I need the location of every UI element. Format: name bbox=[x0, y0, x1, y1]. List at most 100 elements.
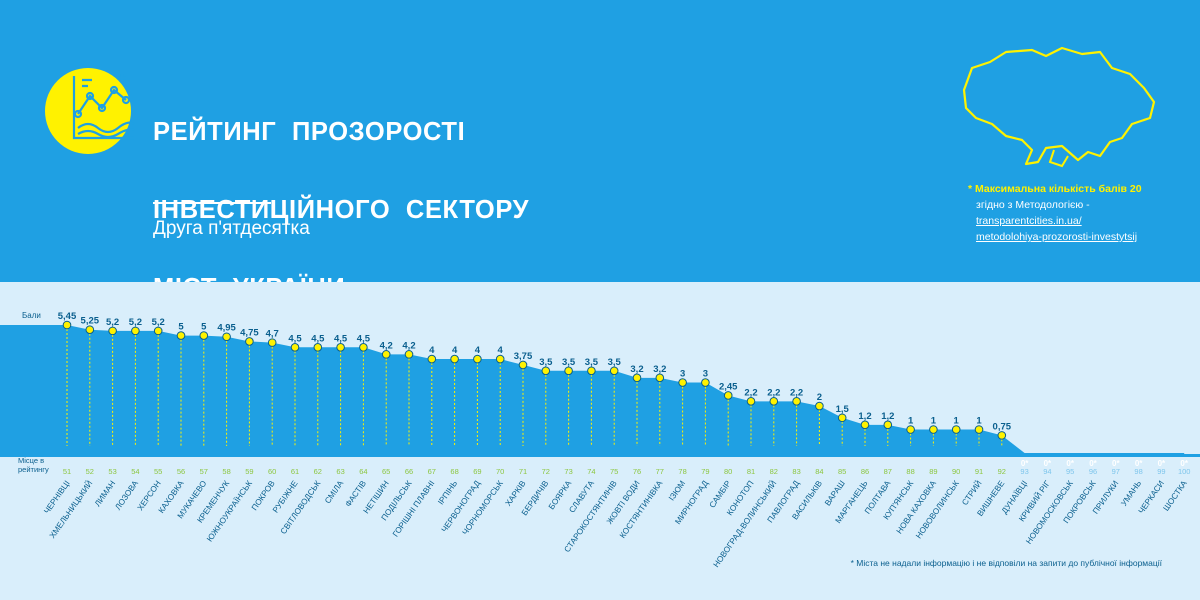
score-point bbox=[108, 326, 117, 336]
rank-label: 76 bbox=[633, 467, 641, 476]
rank-label: 54 bbox=[131, 467, 139, 476]
score-label: 4 bbox=[498, 345, 504, 356]
rank-label: 88 bbox=[906, 467, 914, 476]
score-label: 3,2 bbox=[630, 364, 643, 375]
score-label: 2,2 bbox=[790, 387, 803, 398]
rank-label: 73 bbox=[564, 467, 572, 476]
methodology-link-2[interactable]: metodolohiya-prozorosti-investytsij bbox=[976, 231, 1138, 243]
city-label: СМІЛА bbox=[323, 479, 345, 506]
rank-label: 97 bbox=[1112, 467, 1120, 476]
score-label: 3,2 bbox=[653, 364, 666, 375]
score-point bbox=[746, 397, 756, 406]
city-label: ЧОРНОМОРСЬК bbox=[461, 479, 505, 537]
rank-label: 75 bbox=[610, 467, 618, 476]
score-point bbox=[632, 373, 642, 383]
methodology-link-1[interactable]: transparentcities.in.ua/ bbox=[976, 215, 1082, 227]
city-label: ШОСТКА bbox=[1162, 479, 1190, 513]
rank-label: 70 bbox=[496, 467, 504, 476]
note-max-score: * Максимальна кількість балів 20 bbox=[968, 183, 1142, 195]
score-label: 2,2 bbox=[767, 387, 780, 398]
header-panel: РЕЙТИНГ ПРОЗОРОСТІ ІНВЕСТИЦІЙНОГО СЕКТОР… bbox=[0, 0, 1200, 302]
x-axis-label-line2: рейтингу bbox=[18, 465, 49, 474]
rank-label: 60 bbox=[268, 467, 276, 476]
rank-label: 95 bbox=[1066, 467, 1074, 476]
city-label: ІЗЮМ bbox=[667, 479, 687, 503]
score-point bbox=[929, 425, 938, 434]
rank-label: 59 bbox=[245, 467, 253, 476]
score-label: 4,5 bbox=[311, 333, 325, 344]
score-point bbox=[495, 354, 505, 364]
rank-label: 92 bbox=[998, 467, 1006, 476]
rank-label: 62 bbox=[314, 467, 322, 476]
rank-label: 74 bbox=[587, 467, 595, 476]
score-point bbox=[997, 431, 1007, 440]
score-label: 5,2 bbox=[106, 317, 119, 328]
score-point bbox=[883, 420, 893, 430]
score-point bbox=[359, 343, 368, 352]
score-label: 1,2 bbox=[881, 411, 894, 422]
score-label: 0* bbox=[1066, 459, 1074, 468]
score-point bbox=[792, 397, 801, 406]
city-label: НОВОВОЛИНСЬК bbox=[914, 479, 961, 540]
score-label: 5,25 bbox=[81, 316, 100, 327]
rank-label: 100 bbox=[1178, 467, 1191, 476]
score-label: 0* bbox=[1135, 459, 1143, 468]
score-point bbox=[769, 397, 779, 406]
rank-label: 71 bbox=[519, 467, 527, 476]
rank-label: 53 bbox=[108, 467, 116, 476]
score-point bbox=[199, 331, 209, 340]
rank-label: 61 bbox=[291, 467, 299, 476]
rank-label: 66 bbox=[405, 467, 413, 476]
score-point bbox=[587, 366, 596, 376]
score-point bbox=[427, 354, 437, 364]
score-label: 2 bbox=[817, 392, 822, 403]
rank-label: 85 bbox=[838, 467, 846, 476]
rank-label: 90 bbox=[952, 467, 960, 476]
score-point bbox=[609, 366, 619, 376]
rank-label: 89 bbox=[929, 467, 937, 476]
score-point bbox=[678, 378, 687, 387]
x-axis-bar bbox=[0, 454, 1200, 457]
rank-label: 63 bbox=[336, 467, 344, 476]
score-label: 3,5 bbox=[539, 357, 553, 368]
score-point bbox=[450, 354, 459, 364]
score-point bbox=[723, 391, 733, 400]
score-label: 3,75 bbox=[514, 351, 533, 362]
city-label: УМАНЬ bbox=[1119, 479, 1143, 508]
rank-label: 83 bbox=[792, 467, 800, 476]
score-point bbox=[518, 360, 528, 370]
score-point bbox=[222, 332, 231, 342]
score-label: 4 bbox=[452, 345, 458, 356]
rank-label: 52 bbox=[86, 467, 94, 476]
rank-label: 77 bbox=[656, 467, 664, 476]
score-label: 4 bbox=[429, 345, 435, 356]
score-label: 4,5 bbox=[357, 333, 371, 344]
rank-label: 58 bbox=[222, 467, 230, 476]
score-label: 5,45 bbox=[58, 311, 77, 322]
footnote: * Міста не надали інформацію і не відпов… bbox=[850, 558, 1162, 568]
score-point bbox=[701, 378, 710, 387]
rank-label: 84 bbox=[815, 467, 823, 476]
rank-label: 78 bbox=[678, 467, 686, 476]
rank-label: 57 bbox=[200, 467, 208, 476]
rank-label: 86 bbox=[861, 467, 869, 476]
score-point bbox=[245, 337, 254, 346]
title-divider bbox=[153, 202, 271, 204]
score-label: 2,45 bbox=[719, 381, 738, 392]
logo-circle bbox=[45, 68, 131, 154]
score-point bbox=[267, 338, 277, 347]
rank-label: 55 bbox=[154, 467, 162, 476]
score-label: 5 bbox=[178, 322, 184, 333]
rank-label: 98 bbox=[1134, 467, 1142, 476]
score-label: 0* bbox=[1112, 459, 1120, 468]
page-title: РЕЙТИНГ ПРОЗОРОСТІ ІНВЕСТИЦІЙНОГО СЕКТОР… bbox=[153, 74, 529, 347]
score-label: 4,2 bbox=[380, 340, 393, 351]
score-point bbox=[541, 366, 551, 376]
score-point bbox=[564, 366, 573, 376]
y-axis-label: Бали bbox=[22, 311, 41, 320]
page-subtitle: Друга п'ятдесятка bbox=[153, 218, 310, 239]
score-label: 4,95 bbox=[217, 323, 236, 334]
score-point bbox=[313, 343, 323, 352]
city-label: ФАСТІВ bbox=[344, 479, 369, 509]
score-point bbox=[404, 350, 414, 359]
